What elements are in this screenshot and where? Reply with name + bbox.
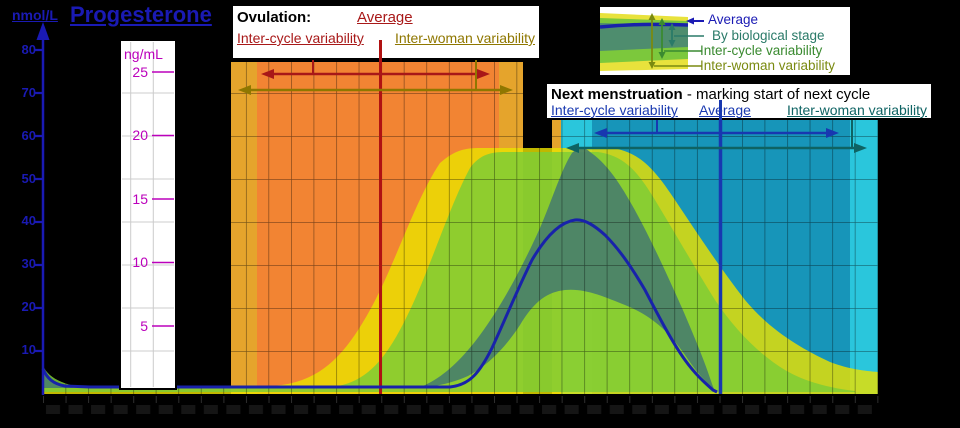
ng-tick-15: 15 xyxy=(132,191,148,207)
nmol-tick-60: 60 xyxy=(21,128,36,143)
ng-tick-25: 25 xyxy=(132,64,148,80)
ng-tick-10: 10 xyxy=(132,254,148,270)
legend-by-stage-label[interactable]: By biological stage xyxy=(712,28,825,43)
ovulation-average-line-top xyxy=(379,40,382,62)
legend-average-arrow-icon xyxy=(686,17,704,25)
legend-inter-woman-label[interactable]: Inter-woman variability xyxy=(700,58,836,73)
ng-scale-box xyxy=(119,39,177,390)
page-title[interactable]: Progesterone xyxy=(70,2,212,27)
next-menstruation-inter-woman-label[interactable]: Inter-woman variability xyxy=(786,102,927,118)
nmol-axis xyxy=(35,22,50,395)
nmol-tick-50: 50 xyxy=(21,171,36,186)
nmol-tick-40: 40 xyxy=(21,213,36,228)
axis-arrowhead-icon xyxy=(36,22,50,40)
next-menstruation-heading: Next menstruation xyxy=(551,86,683,103)
legend-inter-cycle-label[interactable]: Inter-cycle variability xyxy=(700,43,823,58)
legend-by-stage-arrow-icon xyxy=(668,23,704,47)
legend-inter-cycle-arrow-icon xyxy=(658,18,702,59)
next-menstruation-inter-cycle-arrow xyxy=(594,120,839,138)
nmol-tick-20: 20 xyxy=(21,299,36,314)
ovulation-annotation-box: Ovulation: Average Inter-cycle variabili… xyxy=(231,4,541,60)
ng-tick-5: 5 xyxy=(140,318,148,334)
next-menstruation-heading-suffix: - marking start of next cycle xyxy=(682,86,871,103)
nmol-axis-unit[interactable]: nmol/L xyxy=(12,7,58,23)
legend-box: Average By biological stage Inter-cycle … xyxy=(598,5,852,77)
next-menstruation-inter-woman-arrow xyxy=(566,120,867,153)
legend-mini-diagram xyxy=(600,13,704,71)
average-progesterone-curve xyxy=(41,218,718,394)
next-menstruation-annotation-box: Next menstruation - marking start of nex… xyxy=(545,82,933,120)
x-axis-ticks xyxy=(43,396,879,404)
nmol-tick-10: 10 xyxy=(21,342,36,357)
next-menstruation-average-line-top xyxy=(719,100,722,122)
ng-axis-unit: ng/mL xyxy=(124,46,163,62)
ovulation-average-label[interactable]: Average xyxy=(357,9,413,26)
next-menstruation-average-label[interactable]: Average xyxy=(699,102,751,118)
nmol-tick-70: 70 xyxy=(21,85,36,100)
legend-inter-woman-arrow-icon xyxy=(648,13,702,69)
ovulation-inter-woman-arrow xyxy=(238,59,513,95)
x-axis-label-smudges xyxy=(43,405,879,415)
ng-tick-20: 20 xyxy=(132,127,148,143)
next-menstruation-inter-cycle-label[interactable]: Inter-cycle variability xyxy=(551,102,678,118)
nmol-tick-80: 80 xyxy=(21,42,36,57)
ovulation-inter-cycle-arrow xyxy=(261,59,490,79)
ovulation-inter-cycle-label[interactable]: Inter-cycle variability xyxy=(237,30,364,46)
ovulation-heading: Ovulation: xyxy=(237,9,312,26)
legend-average-label[interactable]: Average xyxy=(708,12,759,27)
nmol-tick-30: 30 xyxy=(21,256,36,271)
ovulation-inter-woman-label[interactable]: Inter-woman variability xyxy=(394,30,535,46)
